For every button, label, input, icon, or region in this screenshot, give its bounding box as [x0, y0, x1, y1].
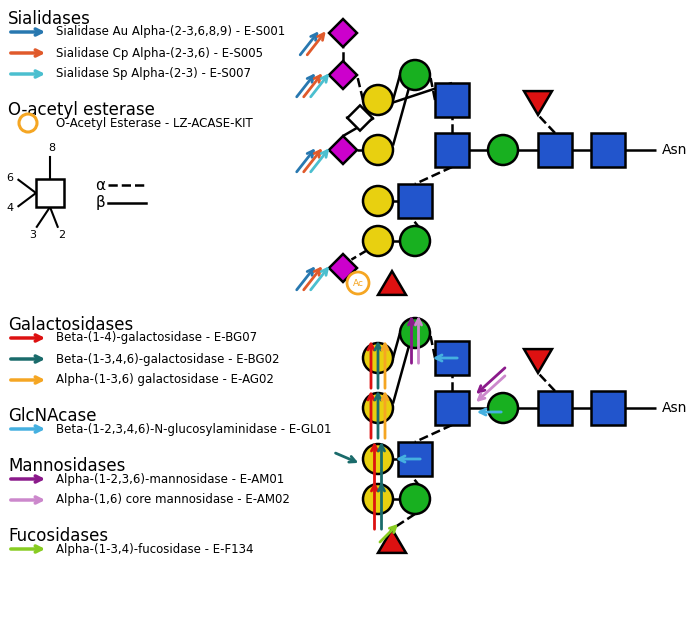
- Bar: [435, 391, 469, 425]
- Circle shape: [400, 226, 430, 256]
- Text: GlcNAcase: GlcNAcase: [8, 407, 97, 425]
- Circle shape: [363, 226, 393, 256]
- Text: O-acetyl esterase: O-acetyl esterase: [8, 101, 155, 119]
- Bar: [591, 391, 625, 425]
- Text: 4: 4: [6, 203, 13, 213]
- Polygon shape: [329, 61, 357, 89]
- Text: β: β: [95, 196, 105, 211]
- Bar: [435, 83, 469, 117]
- Text: Alpha-(1-3,6) galactosidase - E-AG02: Alpha-(1-3,6) galactosidase - E-AG02: [56, 374, 274, 386]
- Text: Alpha-(1,6) core mannosidase - E-AM02: Alpha-(1,6) core mannosidase - E-AM02: [56, 493, 290, 506]
- Bar: [36, 179, 64, 207]
- Circle shape: [400, 60, 430, 90]
- Circle shape: [363, 135, 393, 165]
- Bar: [591, 133, 625, 167]
- Circle shape: [347, 272, 369, 294]
- Text: Beta-(1-4)-galactosidase - E-BG07: Beta-(1-4)-galactosidase - E-BG07: [56, 331, 257, 345]
- Text: O-Acetyl Esterase - LZ-ACASE-KIT: O-Acetyl Esterase - LZ-ACASE-KIT: [56, 117, 253, 130]
- Polygon shape: [378, 529, 406, 553]
- Polygon shape: [524, 91, 552, 115]
- Polygon shape: [378, 271, 406, 295]
- Circle shape: [488, 135, 518, 165]
- Polygon shape: [329, 254, 357, 282]
- Text: α: α: [95, 178, 105, 193]
- Polygon shape: [329, 19, 357, 47]
- Circle shape: [400, 318, 430, 348]
- Text: Alpha-(1-2,3,6)-mannosidase - E-AM01: Alpha-(1-2,3,6)-mannosidase - E-AM01: [56, 472, 284, 485]
- Circle shape: [363, 393, 393, 423]
- Circle shape: [488, 393, 518, 423]
- Text: 8: 8: [48, 143, 55, 153]
- Polygon shape: [329, 136, 357, 164]
- Circle shape: [363, 85, 393, 115]
- Text: Alpha-(1-3,4)-fucosidase - E-F134: Alpha-(1-3,4)-fucosidase - E-F134: [56, 543, 253, 556]
- Circle shape: [363, 484, 393, 514]
- Text: Sialidase Cp Alpha-(2-3,6) - E-S005: Sialidase Cp Alpha-(2-3,6) - E-S005: [56, 47, 263, 60]
- Text: 3: 3: [29, 230, 36, 240]
- Bar: [538, 391, 572, 425]
- Text: Galactosidases: Galactosidases: [8, 316, 133, 334]
- Text: Beta-(1-3,4,6)-galactosidase - E-BG02: Beta-(1-3,4,6)-galactosidase - E-BG02: [56, 353, 279, 366]
- Circle shape: [363, 343, 393, 373]
- Text: Asn: Asn: [662, 143, 687, 157]
- Bar: [538, 133, 572, 167]
- Text: Mannosidases: Mannosidases: [8, 457, 125, 475]
- Bar: [435, 133, 469, 167]
- Polygon shape: [524, 349, 552, 373]
- Bar: [398, 184, 432, 218]
- Bar: [398, 442, 432, 476]
- Text: Sialidases: Sialidases: [8, 10, 91, 28]
- Circle shape: [363, 186, 393, 216]
- Text: Sialidase Au Alpha-(2-3,6,8,9) - E-S001: Sialidase Au Alpha-(2-3,6,8,9) - E-S001: [56, 26, 286, 39]
- Circle shape: [19, 114, 37, 132]
- Text: Ac: Ac: [353, 278, 363, 287]
- Text: Asn: Asn: [662, 401, 687, 415]
- Text: Sialidase Sp Alpha-(2-3) - E-S007: Sialidase Sp Alpha-(2-3) - E-S007: [56, 67, 251, 80]
- Text: 2: 2: [58, 230, 65, 240]
- Circle shape: [363, 444, 393, 474]
- Bar: [435, 341, 469, 375]
- Text: Beta-(1-2,3,4,6)-N-glucosylaminidase - E-GL01: Beta-(1-2,3,4,6)-N-glucosylaminidase - E…: [56, 422, 332, 435]
- Text: Fucosidases: Fucosidases: [8, 527, 108, 545]
- Text: 6: 6: [6, 173, 13, 183]
- Polygon shape: [347, 105, 372, 131]
- Circle shape: [400, 484, 430, 514]
